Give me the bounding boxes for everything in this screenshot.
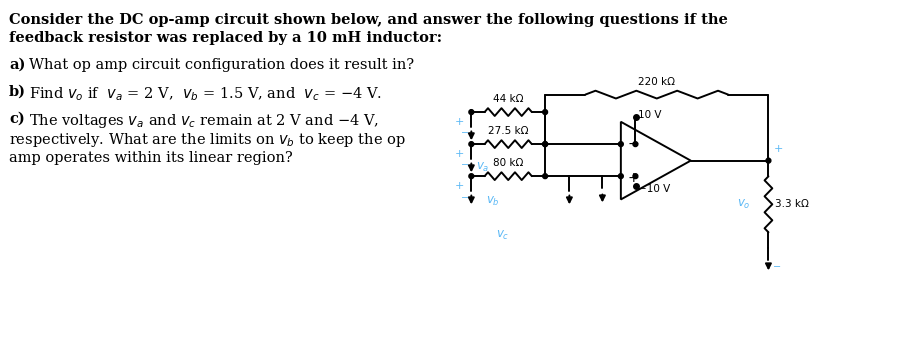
Text: +: + [455, 149, 464, 159]
Circle shape [633, 142, 637, 147]
Text: 3.3 kΩ: 3.3 kΩ [775, 199, 809, 209]
Circle shape [469, 142, 474, 147]
Text: −: − [461, 129, 469, 138]
Circle shape [618, 174, 623, 179]
Text: 44 kΩ: 44 kΩ [493, 94, 524, 104]
Circle shape [633, 174, 637, 179]
Circle shape [766, 158, 771, 163]
Text: −: − [461, 192, 469, 203]
Text: Find $v_o$ if  $v_a$ = 2 V,  $v_b$ = 1.5 V, and  $v_c$ = $-$4 V.: Find $v_o$ if $v_a$ = 2 V, $v_b$ = 1.5 V… [28, 85, 381, 103]
Text: 27.5 kΩ: 27.5 kΩ [488, 126, 528, 136]
Text: +: + [455, 181, 464, 191]
Text: −: − [461, 160, 469, 171]
Text: a): a) [9, 58, 25, 72]
Text: $v_b$: $v_b$ [486, 195, 499, 208]
Text: −: − [627, 137, 639, 151]
Circle shape [469, 110, 474, 114]
Text: $v_o$: $v_o$ [737, 198, 751, 211]
Text: −: − [774, 262, 782, 272]
Circle shape [618, 142, 623, 147]
Text: +: + [627, 171, 639, 185]
Text: c): c) [9, 112, 25, 126]
Text: The voltages $v_a$ and $v_c$ remain at 2 V and $-$4 V,: The voltages $v_a$ and $v_c$ remain at 2… [28, 112, 379, 130]
Text: −10 V: −10 V [638, 184, 671, 194]
Text: +: + [455, 117, 464, 127]
Circle shape [543, 174, 548, 179]
Text: +: + [774, 144, 783, 154]
Text: Consider the DC op-amp circuit shown below, and answer the following questions i: Consider the DC op-amp circuit shown bel… [9, 13, 728, 27]
Circle shape [469, 174, 474, 179]
Circle shape [543, 110, 548, 114]
Circle shape [543, 142, 548, 147]
Text: $v_c$: $v_c$ [496, 229, 509, 242]
Text: respectively. What are the limits on $v_b$ to keep the op: respectively. What are the limits on $v_… [9, 131, 406, 150]
Text: amp operates within its linear region?: amp operates within its linear region? [9, 151, 293, 165]
Text: 80 kΩ: 80 kΩ [493, 158, 523, 168]
Text: What op amp circuit configuration does it result in?: What op amp circuit configuration does i… [28, 58, 414, 72]
Text: 220 kΩ: 220 kΩ [638, 77, 676, 87]
Text: feedback resistor was replaced by a 10 mH inductor:: feedback resistor was replaced by a 10 m… [9, 30, 442, 45]
Text: $v_a$: $v_a$ [476, 160, 489, 174]
Text: 10 V: 10 V [638, 110, 662, 120]
Circle shape [543, 142, 548, 147]
Text: b): b) [9, 85, 26, 99]
